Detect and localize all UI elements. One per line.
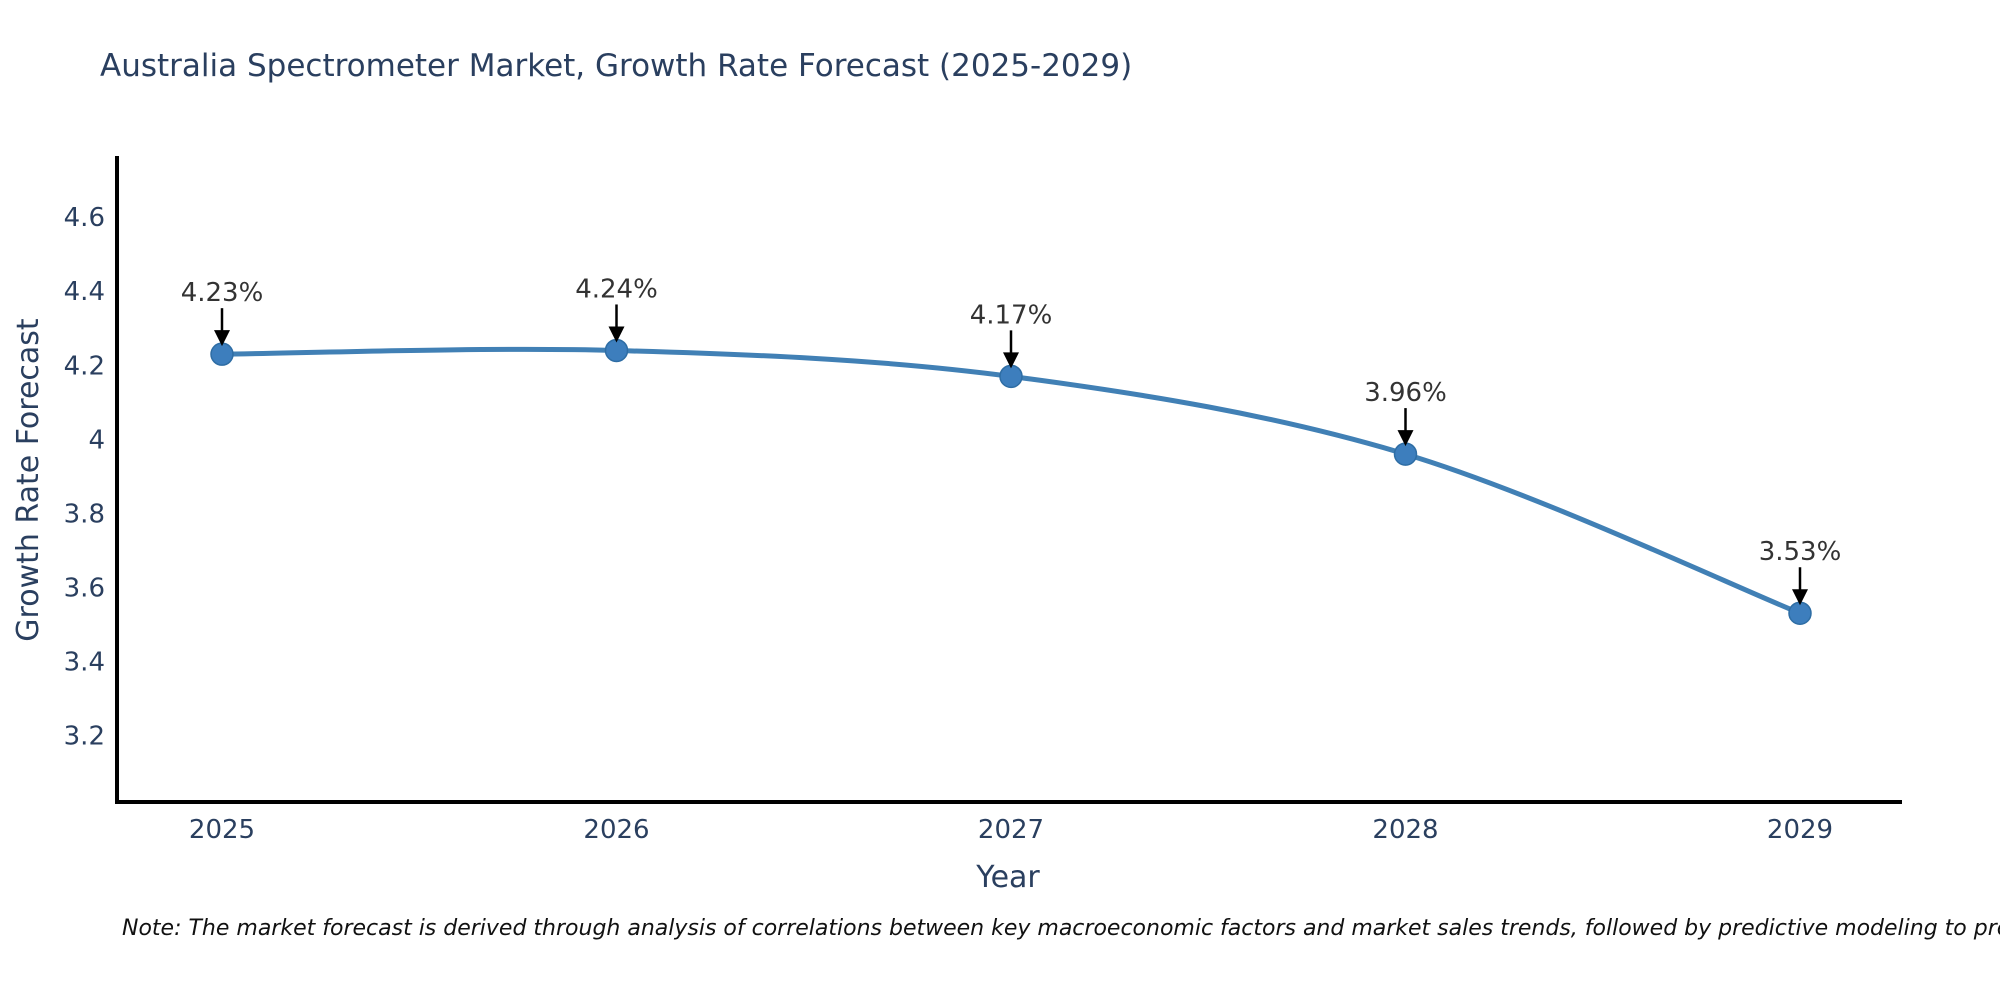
annotations-group: 4.23% 4.24% 4.17% 3.96% 3.53% — [181, 274, 1842, 606]
y-tick-labels: 3.2 3.4 3.6 3.8 4 4.2 4.4 4.6 — [64, 203, 105, 751]
y-tick-label: 4 — [88, 425, 105, 455]
annotation-arrowhead — [1397, 430, 1414, 447]
data-point-label: 4.24% — [575, 274, 658, 304]
x-tick-label: 2025 — [189, 815, 255, 845]
x-axis-title: Year — [975, 860, 1040, 895]
y-tick-label: 3.4 — [64, 647, 105, 677]
data-point-marker — [210, 342, 234, 366]
y-tick-label: 4.6 — [64, 203, 105, 233]
y-tick-label: 3.8 — [64, 499, 105, 529]
annotation-arrowhead — [214, 330, 230, 347]
data-point-label: 4.23% — [181, 278, 264, 308]
chart-title: Australia Spectrometer Market, Growth Ra… — [100, 48, 1133, 84]
data-point-marker — [604, 338, 629, 363]
series-markers-group — [210, 338, 1812, 625]
data-point-label: 3.96% — [1364, 378, 1447, 408]
x-tick-labels: 2025 2026 2027 2028 2029 — [189, 815, 1833, 845]
annotation-arrowhead — [608, 326, 625, 343]
data-point-label: 3.53% — [1759, 537, 1842, 567]
footnote-text: Note: The market forecast is derived thr… — [122, 916, 2000, 941]
data-point-marker — [1393, 442, 1418, 466]
data-point-marker — [1788, 601, 1812, 625]
y-axis-title: Growth Rate Forecast — [11, 318, 46, 642]
series-line — [219, 346, 1803, 616]
axis-lines — [115, 156, 1902, 804]
data-point-label: 4.17% — [970, 300, 1053, 330]
y-tick-label: 4.2 — [64, 351, 105, 381]
x-tick-label: 2027 — [978, 815, 1044, 845]
y-tick-label: 3.6 — [64, 573, 105, 603]
y-tick-label: 3.2 — [64, 721, 105, 751]
x-tick-label: 2028 — [1372, 815, 1438, 845]
data-point-marker — [999, 364, 1023, 389]
y-tick-label: 4.4 — [64, 277, 105, 307]
x-tick-label: 2026 — [583, 815, 649, 845]
annotation-arrowhead — [1792, 589, 1808, 606]
series-line-group — [219, 346, 1803, 616]
x-tick-label: 2029 — [1767, 815, 1833, 845]
annotation-arrowhead — [1003, 352, 1019, 369]
